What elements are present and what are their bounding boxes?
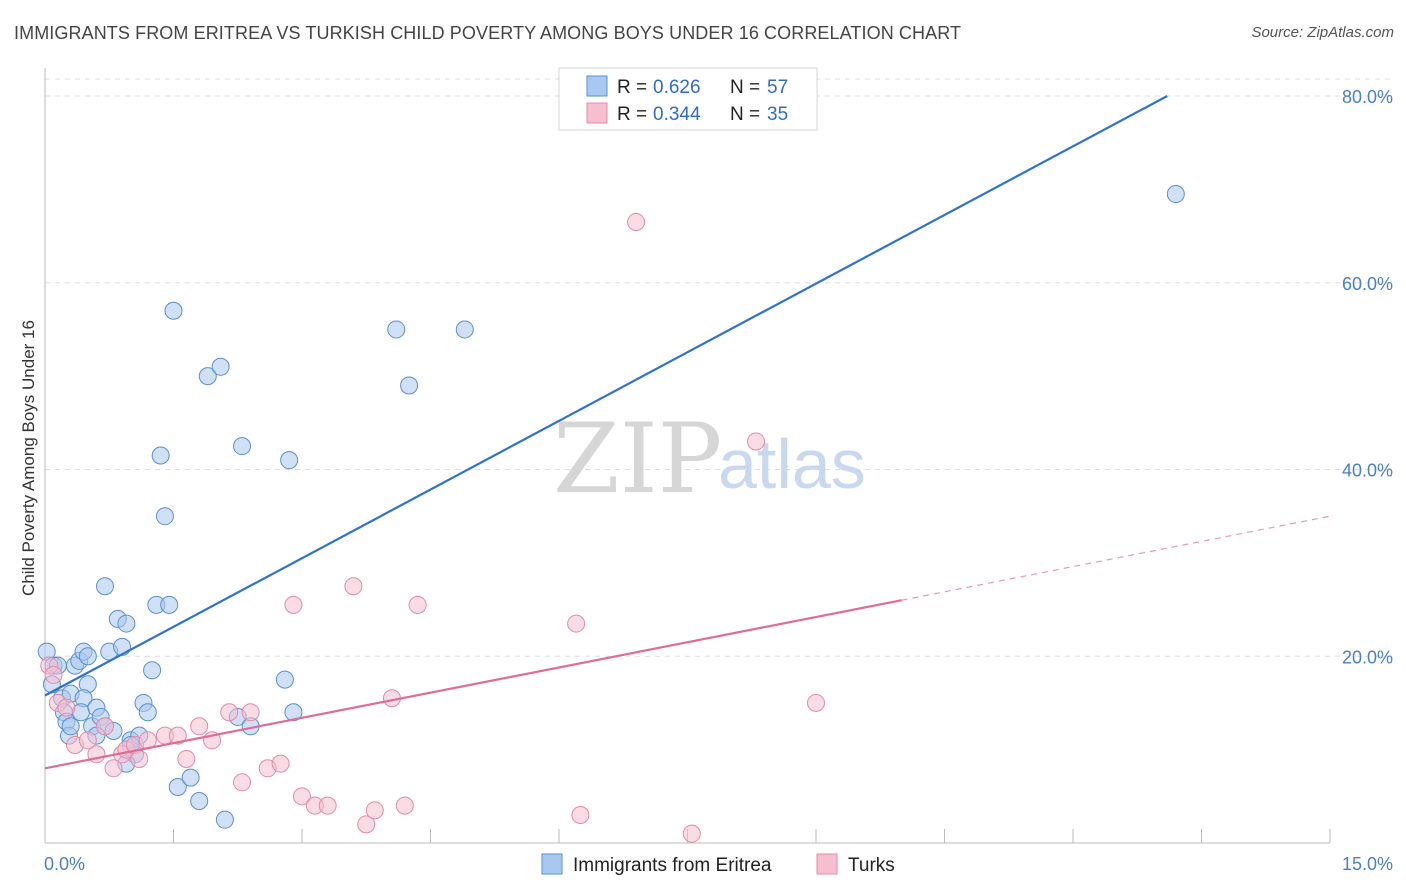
legend-swatch-eritrea [586,75,608,97]
turks-point [190,717,209,736]
turks-point [233,773,252,792]
turks-point [220,703,239,722]
chart-source: Source: ZipAtlas.com [1251,24,1394,41]
eritrea-point [275,670,294,689]
turks-point [365,801,384,820]
series-legend-label-eritrea: Immigrants from Eritrea [573,855,772,876]
watermark: ZIP atlas [553,403,866,515]
eritrea-point [455,320,474,339]
turks-trend-line [44,599,902,770]
turks-point [318,796,337,815]
turks-point [95,717,114,736]
eritrea-point [61,717,80,736]
y-tick-label: 60.0% [1342,274,1393,294]
eritrea-point [151,446,170,465]
series-legend: Immigrants from Eritrea Turks [541,853,895,876]
eritrea-point [215,810,234,829]
legend-n-value-turks: 35 [767,104,788,125]
eritrea-point [190,791,209,810]
y-tick-label: 20.0% [1342,647,1393,667]
eritrea-point [387,320,406,339]
points-layer [37,185,1185,843]
turks-point [344,577,363,596]
eritrea-point [138,703,157,722]
eritrea-point [168,777,187,796]
turks-point [807,693,825,712]
x-tick-label: 15.0% [1342,854,1393,874]
eritrea-point [284,703,303,722]
eritrea-point [198,367,217,386]
eritrea-trend-line [44,95,1168,697]
chart-title: IMMIGRANTS FROM ERITREA VS TURKISH CHILD… [14,23,962,43]
series-legend-swatch-turks [816,853,838,875]
eritrea-point [1166,185,1185,204]
turks-point [357,815,376,834]
turks-point [168,726,187,745]
trend-layer [44,95,1331,770]
eritrea-point [160,595,179,614]
turks-point [104,759,123,778]
series-legend-swatch-eritrea [541,853,563,875]
turks-point [408,595,427,614]
turks-point [78,731,97,750]
series-legend-label-turks: Turks [848,855,895,876]
eritrea-point [117,614,136,633]
turks-point [395,796,414,815]
turks-point [130,749,149,768]
turks-point [747,432,766,451]
turks-point [293,787,311,806]
legend-r-value-eritrea: 0.626 [653,77,701,98]
axis-layer: 20.0% 40.0% 60.0% 80.0% 0.0% 15.0% [44,68,1393,874]
y-tick-label: 40.0% [1342,461,1393,481]
watermark-atlas: atlas [718,425,866,503]
eritrea-point [78,647,97,666]
grid-layer [45,78,1392,657]
legend-r-value-turks: 0.344 [653,104,701,125]
legend-swatch-turks [586,102,608,124]
eritrea-point [400,376,419,395]
eritrea-point [280,451,299,470]
turks-trend-extension [901,515,1331,601]
y-axis-label: Child Poverty Among Boys Under 16 [19,320,38,596]
turks-point [571,805,590,824]
turks-point [177,749,196,768]
stats-legend: R = 0.626 N = 57 R = 0.344 N = 35 [558,67,818,131]
x-tick-label: 0.0% [44,854,85,874]
turks-point [627,213,646,232]
turks-point [241,703,260,722]
turks-point [682,824,701,843]
eritrea-point [233,437,252,456]
legend-r-label-eritrea: R = [617,77,647,98]
eritrea-point [164,301,183,320]
watermark-zip: ZIP [553,403,722,515]
turks-point [271,754,290,773]
turks-point [57,698,76,717]
turks-point [284,595,303,614]
eritrea-point [181,768,200,787]
turks-point [44,665,63,684]
eritrea-point [113,637,132,656]
legend-n-label-turks: N = [730,104,760,125]
y-tick-label: 80.0% [1342,87,1393,107]
eritrea-point [211,357,230,376]
legend-n-value-eritrea: 57 [767,77,788,98]
turks-point [567,614,586,633]
eritrea-point [95,577,114,596]
legend-r-label-turks: R = [617,104,647,125]
eritrea-point [155,507,174,526]
legend-n-label-eritrea: N = [730,77,760,98]
eritrea-point [143,661,162,680]
